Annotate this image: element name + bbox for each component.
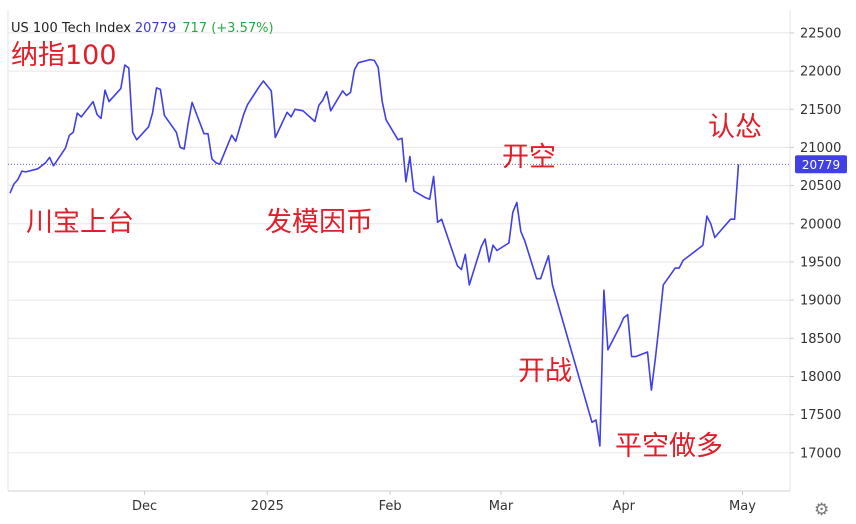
x-tick-label: Dec	[132, 499, 157, 514]
annotation-nasdaq100: 纳指100	[11, 40, 117, 71]
chart-header: US 100 Tech Index 20779 717 (+3.57%)	[11, 21, 274, 36]
y-tick-label: 19500	[800, 255, 841, 270]
price-change: 717 (+3.57%)	[182, 21, 274, 36]
x-tick-label: Apr	[612, 499, 635, 514]
last-price-badge	[795, 155, 847, 174]
y-tick-label: 18000	[800, 370, 841, 385]
x-axis: Dec 2025 Feb Mar Apr May	[132, 491, 756, 514]
instrument-name: US 100 Tech Index	[11, 21, 131, 36]
y-tick-label: 17500	[800, 408, 841, 423]
y-tick-label: 18500	[800, 332, 841, 347]
y-tick-label: 19000	[800, 294, 841, 309]
x-tick-label: 2025	[251, 499, 284, 514]
y-axis: 17000 17500 18000 18500 19000 19500 20000 20500…	[790, 26, 841, 461]
annotation-back-down: 认怂	[708, 112, 762, 143]
y-tick-label: 22500	[800, 26, 841, 41]
annotation-open-short: 开空	[502, 142, 556, 173]
y-tick-label: 21500	[800, 103, 841, 118]
y-tick-label: 20000	[800, 217, 841, 232]
y-tick-label: 20500	[800, 179, 841, 194]
grid-lines	[8, 32, 790, 454]
x-tick-label: Mar	[489, 499, 514, 514]
y-tick-label: 21000	[800, 141, 841, 156]
y-tick-label: 17000	[800, 446, 841, 461]
last-price: 20779	[134, 21, 177, 36]
last-price-badge-label: 20779	[802, 158, 840, 172]
annotation-war-begins: 开战	[518, 356, 572, 387]
x-tick-label: May	[729, 499, 756, 514]
annotation-meme-coin: 发模因币	[265, 207, 373, 238]
annotation-close-short-go-long: 平空做多	[615, 431, 723, 462]
annotation-trump-inauguration: 川宝上台	[26, 207, 134, 238]
price-series-line	[9, 58, 740, 447]
gear-icon[interactable]: ⚙	[814, 500, 830, 520]
x-tick-label: Feb	[379, 499, 402, 514]
y-tick-label: 22000	[800, 65, 841, 80]
